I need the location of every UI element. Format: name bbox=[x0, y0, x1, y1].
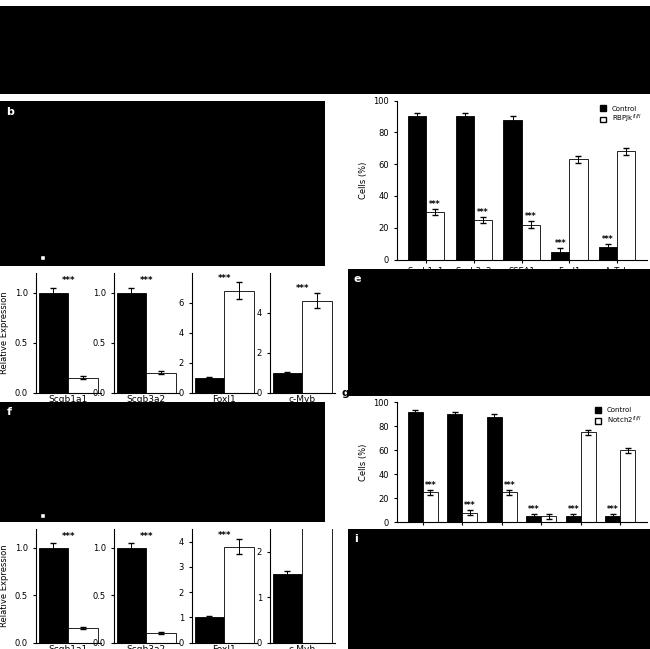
Bar bbox=[68, 628, 98, 643]
Bar bbox=[581, 432, 596, 522]
Text: i: i bbox=[354, 533, 358, 544]
Bar bbox=[541, 517, 556, 522]
Bar bbox=[224, 546, 254, 643]
Y-axis label: Cells (%): Cells (%) bbox=[359, 162, 367, 199]
Text: ***: *** bbox=[424, 481, 436, 490]
Text: c: c bbox=[341, 84, 348, 95]
Text: **: ** bbox=[298, 491, 307, 500]
X-axis label: Scgb3a2: Scgb3a2 bbox=[127, 395, 166, 404]
Text: ***: *** bbox=[296, 284, 309, 293]
Bar bbox=[504, 119, 521, 260]
Bar bbox=[566, 517, 581, 522]
Text: ***: *** bbox=[218, 531, 231, 540]
Bar bbox=[273, 373, 302, 393]
Bar bbox=[423, 493, 438, 522]
Bar bbox=[462, 513, 477, 522]
Text: d: d bbox=[0, 255, 8, 265]
Text: h: h bbox=[0, 512, 8, 522]
Bar bbox=[569, 160, 588, 260]
Bar bbox=[526, 517, 541, 522]
Bar bbox=[195, 617, 224, 643]
Y-axis label: Relative Expression: Relative Expression bbox=[1, 291, 10, 374]
Bar bbox=[408, 412, 423, 522]
Text: e: e bbox=[354, 275, 361, 284]
Bar bbox=[39, 548, 68, 643]
Bar bbox=[273, 574, 302, 643]
Bar bbox=[117, 548, 146, 643]
Bar bbox=[195, 378, 224, 393]
Bar bbox=[426, 212, 444, 260]
Text: ***: *** bbox=[554, 239, 566, 249]
Text: ***: *** bbox=[504, 481, 515, 490]
Text: ***: *** bbox=[464, 502, 476, 510]
Bar bbox=[551, 252, 569, 260]
Text: ***: *** bbox=[477, 208, 489, 217]
Text: ***: *** bbox=[62, 532, 75, 541]
Y-axis label: Relative Expression: Relative Expression bbox=[1, 545, 10, 627]
Text: ***: *** bbox=[567, 505, 579, 514]
X-axis label: Scgb1a1: Scgb1a1 bbox=[49, 645, 88, 649]
Text: ***: *** bbox=[528, 505, 540, 514]
X-axis label: c-Myb: c-Myb bbox=[289, 645, 316, 649]
Bar bbox=[117, 293, 146, 393]
Legend: Control, Notch2$^{fl/fl}$: Control, Notch2$^{fl/fl}$ bbox=[593, 406, 644, 428]
Bar bbox=[521, 225, 540, 260]
Text: ***: *** bbox=[607, 505, 619, 514]
Bar bbox=[620, 450, 636, 522]
X-axis label: Scgb3a2: Scgb3a2 bbox=[127, 645, 166, 649]
Bar bbox=[302, 506, 332, 643]
Legend: Control, RBPJk$^{fl/fl}$: Control, RBPJk$^{fl/fl}$ bbox=[598, 104, 644, 127]
Legend: Control, Notch2$^{fl/fl}$: Control, Notch2$^{fl/fl}$ bbox=[39, 504, 81, 520]
Bar bbox=[456, 117, 474, 260]
Bar bbox=[599, 247, 618, 260]
X-axis label: c-Myb: c-Myb bbox=[289, 395, 316, 404]
X-axis label: FoxJ1: FoxJ1 bbox=[213, 645, 236, 649]
Bar bbox=[302, 300, 332, 393]
Text: ***: *** bbox=[429, 200, 441, 209]
Bar bbox=[146, 373, 176, 393]
Text: b: b bbox=[6, 107, 14, 117]
Bar bbox=[224, 291, 254, 393]
Legend: Control, RBPJk$^{fl/fl}$: Control, RBPJk$^{fl/fl}$ bbox=[39, 246, 77, 263]
Text: ***: *** bbox=[140, 532, 153, 541]
Text: ***: *** bbox=[525, 212, 536, 221]
Text: ***: *** bbox=[140, 276, 153, 286]
Text: g: g bbox=[341, 388, 349, 398]
Y-axis label: Cells (%): Cells (%) bbox=[359, 444, 367, 481]
Text: ***: *** bbox=[218, 275, 231, 284]
Bar bbox=[502, 493, 517, 522]
Bar bbox=[487, 417, 502, 522]
X-axis label: Scgb1a1: Scgb1a1 bbox=[49, 395, 88, 404]
X-axis label: FoxJ1: FoxJ1 bbox=[213, 395, 236, 404]
Bar bbox=[447, 415, 462, 522]
Bar bbox=[408, 117, 426, 260]
Bar bbox=[68, 378, 98, 393]
Text: ***: *** bbox=[603, 235, 614, 243]
Bar bbox=[474, 220, 492, 260]
Bar bbox=[618, 151, 635, 260]
Bar bbox=[39, 293, 68, 393]
Bar bbox=[605, 517, 620, 522]
Text: ***: *** bbox=[62, 276, 75, 286]
Text: f: f bbox=[6, 407, 12, 417]
Bar bbox=[146, 633, 176, 643]
